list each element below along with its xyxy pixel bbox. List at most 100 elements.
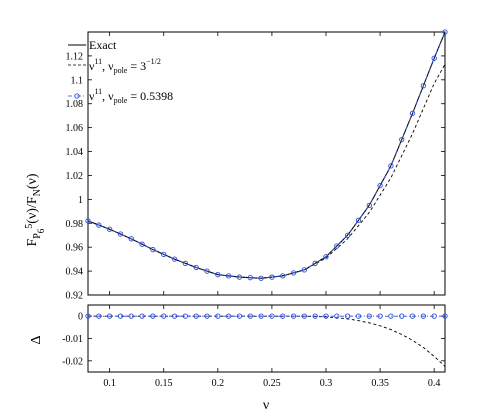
main-ytick-label: 0.98 bbox=[66, 219, 84, 230]
main-series-fit bbox=[87, 31, 446, 279]
residual-marker-fit bbox=[225, 313, 232, 319]
main-marker-fit bbox=[85, 218, 91, 224]
main-marker-fit bbox=[128, 236, 134, 242]
residual-marker-fit bbox=[182, 313, 189, 319]
main-marker-fit bbox=[344, 232, 351, 238]
residual-marker-fit bbox=[258, 313, 264, 319]
main-marker-fit bbox=[225, 273, 232, 279]
main-marker-fit bbox=[247, 275, 253, 281]
main-marker-fit bbox=[290, 270, 297, 276]
main-marker-fit bbox=[96, 222, 102, 228]
main-ytick-label: 1.1 bbox=[71, 75, 84, 86]
residual-marker-fit bbox=[85, 313, 91, 319]
residual-marker-fit bbox=[355, 313, 362, 319]
xtick-label: 0.3 bbox=[320, 378, 333, 389]
residual-marker-fit bbox=[171, 313, 178, 319]
residual-marker-fit bbox=[442, 313, 448, 319]
main-panel: 0.92 0.94 0.96 0.98 1 1.02 1.04 1.06 1.08 1.1 1.12… bbox=[24, 29, 448, 302]
residual-marker-fit bbox=[420, 313, 427, 319]
main-marker-fit bbox=[139, 241, 145, 247]
main-ytick-label: 1.06 bbox=[66, 123, 84, 134]
xtick-label: 0.4 bbox=[428, 378, 441, 389]
main-ytick-label: 0.92 bbox=[66, 291, 84, 302]
residual-marker-fit bbox=[312, 313, 318, 319]
legend-exact-label: Exact bbox=[89, 38, 117, 52]
residual-plot-frame bbox=[87, 304, 446, 373]
xtick-label: 0.25 bbox=[263, 378, 281, 389]
ylabel-P: P bbox=[32, 233, 43, 239]
residual-marker-fit bbox=[399, 313, 405, 319]
residual-marker-fit bbox=[204, 313, 210, 319]
main-marker-fit bbox=[161, 251, 167, 258]
legend-sqrt-label: ν11, νpole = 3−1/2 bbox=[89, 57, 161, 75]
x-axis-label: ν bbox=[263, 398, 269, 413]
residual-marker-fit bbox=[96, 313, 102, 319]
residual-marker-fit bbox=[409, 313, 416, 319]
residual-marker-fit bbox=[431, 313, 437, 319]
main-marker-fit bbox=[280, 273, 286, 279]
residual-marker-fit bbox=[117, 313, 124, 319]
residual-x-ticks: 0.1 0.15 0.2 0.25 0.3 0.35 0.4 bbox=[103, 32, 440, 389]
main-ytick-label: 0.94 bbox=[66, 267, 84, 278]
xtick-label: 0.15 bbox=[155, 378, 173, 389]
residual-marker-fit bbox=[269, 313, 275, 319]
main-marker-fit bbox=[366, 202, 372, 208]
legend: Exact ν11, νpole = 3−1/2 ν11, νpole = 0.… bbox=[68, 38, 173, 105]
main-marker-fit bbox=[171, 256, 178, 262]
residual-marker-fit bbox=[301, 313, 308, 319]
residual-ytick-label: -0.02 bbox=[62, 356, 83, 367]
main-ytick-label: 1.02 bbox=[66, 171, 84, 182]
residual-marker-fit bbox=[280, 313, 286, 319]
main-marker-fit bbox=[215, 272, 221, 278]
ylabel-den-arg: (ν) bbox=[25, 173, 40, 189]
residual-marker-fit bbox=[388, 313, 394, 319]
residual-ytick-label: 0 bbox=[78, 312, 83, 323]
main-marker-fit bbox=[301, 267, 308, 273]
xtick-label: 0.2 bbox=[212, 378, 225, 389]
ylabel-F: F bbox=[25, 239, 40, 247]
main-plot-frame bbox=[87, 31, 446, 296]
main-marker-fit bbox=[355, 217, 362, 223]
main-ytick-label: 1.08 bbox=[66, 99, 84, 110]
main-marker-fit bbox=[334, 243, 340, 249]
residual-marker-fit bbox=[366, 313, 372, 319]
residual-marker-fit bbox=[150, 313, 156, 319]
residual-marker-fit bbox=[236, 313, 243, 319]
ylabel-sup5: 5 bbox=[24, 224, 35, 229]
main-marker-fit bbox=[399, 136, 405, 143]
residual-marker-fit bbox=[193, 313, 199, 319]
main-marker-fit bbox=[106, 226, 113, 232]
main-marker-fit bbox=[204, 268, 210, 274]
residual-marker-fit bbox=[377, 313, 383, 319]
xtick-label: 0.1 bbox=[103, 378, 116, 389]
legend-fit-marker bbox=[74, 93, 80, 99]
main-marker-fit bbox=[323, 254, 329, 260]
residual-y-ticks: 0 -0.01 -0.02 bbox=[62, 312, 445, 367]
residual-series-group bbox=[85, 313, 448, 367]
main-marker-fit bbox=[420, 83, 427, 89]
residual-marker-fit bbox=[139, 313, 145, 319]
main-ytick-label: 1.12 bbox=[66, 51, 84, 62]
main-marker-fit bbox=[182, 260, 189, 266]
main-ytick-label: 1.04 bbox=[66, 147, 84, 158]
residual-marker-fit bbox=[344, 313, 351, 319]
ylabel-num-arg: (ν)/F bbox=[25, 196, 40, 224]
residual-marker-fit bbox=[161, 313, 167, 319]
residual-y-axis-label: Δ bbox=[29, 335, 44, 344]
main-marker-fit bbox=[117, 231, 124, 237]
residual-series-sqrt bbox=[88, 315, 446, 367]
main-marker-fit bbox=[236, 274, 243, 280]
main-y-axis-label: FP65(ν)/FN(ν) bbox=[24, 173, 46, 246]
main-ytick-label: 1 bbox=[78, 195, 83, 206]
main-marker-fit bbox=[312, 260, 318, 266]
residual-marker-fit bbox=[215, 313, 221, 319]
main-marker-fit bbox=[409, 110, 416, 116]
xtick-label: 0.35 bbox=[371, 378, 389, 389]
main-marker-fit bbox=[269, 274, 275, 280]
legend-fit-label: ν11, νpole = 0.5398 bbox=[89, 87, 173, 105]
main-marker-fit bbox=[388, 163, 394, 169]
main-series-group bbox=[85, 29, 448, 281]
main-marker-fit bbox=[258, 275, 264, 281]
ylabel-N: N bbox=[32, 189, 43, 196]
